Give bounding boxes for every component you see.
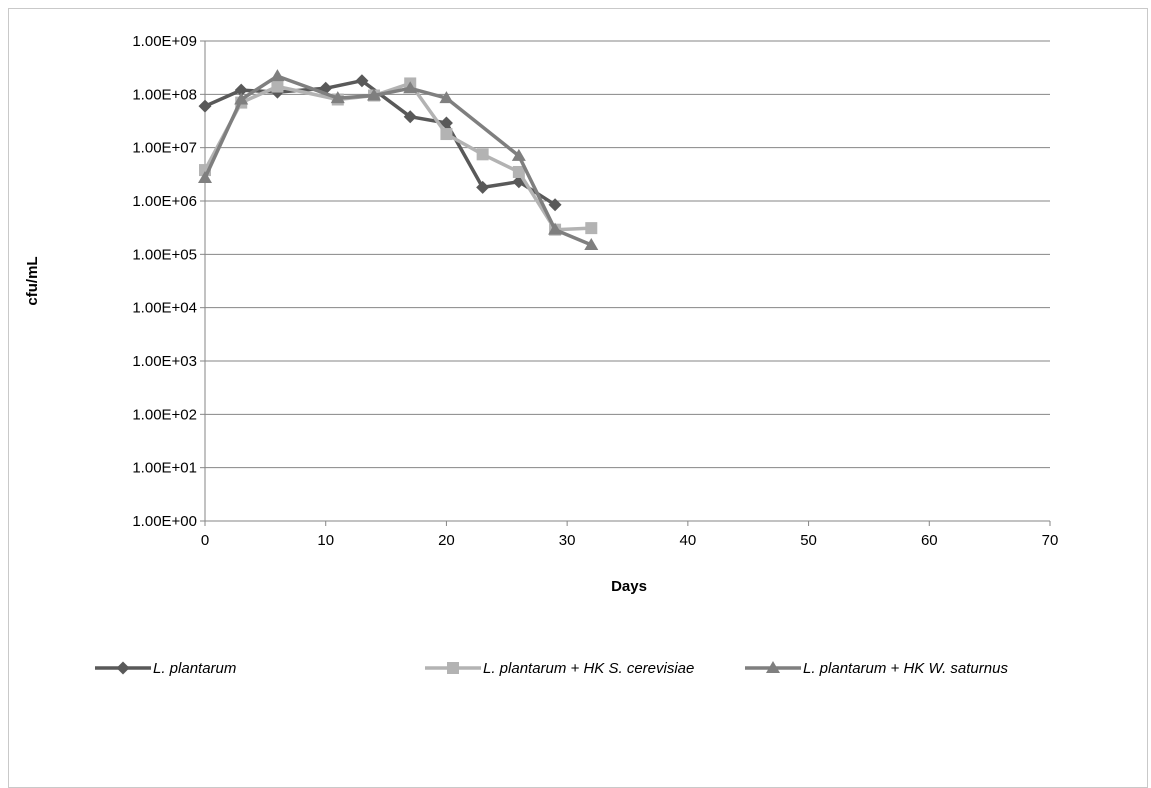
data-point-triangle	[584, 237, 599, 250]
x-tick-label: 40	[680, 532, 697, 549]
x-tick-label: 70	[1042, 532, 1059, 549]
axes	[200, 40, 1051, 526]
data-point-triangle	[198, 170, 212, 183]
y-tick-label: 1.00E+06	[132, 193, 197, 210]
data-point-square	[447, 662, 459, 674]
data-point-triangle	[367, 88, 381, 101]
data-point-diamond	[198, 99, 212, 113]
data-point-diamond	[439, 116, 453, 130]
y-tick-label: 1.00E+02	[132, 406, 197, 423]
x-tick-label: 0	[201, 532, 209, 549]
y-tick-label: 1.00E+08	[132, 86, 197, 103]
data-point-square	[476, 148, 489, 161]
y-tick-label: 1.00E+03	[132, 353, 197, 370]
y-tick-label: 1.00E+05	[132, 246, 197, 263]
legend: L. plantarum L. plantarum + HK S. cerevis…	[95, 660, 1008, 677]
series-line	[203, 74, 592, 247]
data-point-triangle	[403, 81, 418, 94]
data-point-diamond	[355, 74, 369, 88]
data-point-square	[271, 80, 284, 93]
grid-lines	[205, 40, 1050, 469]
data-point-diamond	[476, 180, 490, 194]
data-point-diamond	[403, 110, 417, 124]
y-axis-title: cfu/mL	[24, 256, 41, 305]
legend-label: L. plantarum	[153, 660, 236, 677]
y-tick-label: 1.00E+04	[132, 300, 197, 317]
data-point-triangle	[439, 91, 454, 104]
y-tick-label: 1.00E+07	[132, 140, 197, 157]
series-line	[204, 78, 557, 207]
y-tick-label: 1.00E+00	[132, 513, 197, 530]
data-point-triangle	[330, 91, 345, 104]
data-point-triangle	[511, 148, 526, 161]
series-lines	[198, 69, 599, 250]
legend-label: L. plantarum + HK W. saturnus	[803, 660, 1008, 677]
x-axis-title: Days	[611, 578, 647, 595]
line-chart: 1.00E+00 1.00E+01 1.00E+02 1.00E+03 1.00E+04…	[24, 33, 1059, 677]
x-tick-labels: 0 10 20 30 40 50 60 70	[201, 532, 1059, 549]
data-point-diamond	[548, 198, 562, 212]
data-point-triangle	[766, 661, 780, 673]
x-tick-label: 30	[559, 532, 576, 549]
data-point-square	[585, 222, 598, 235]
data-point-square	[512, 165, 525, 178]
data-point-square	[440, 128, 453, 141]
x-tick-label: 60	[921, 532, 938, 549]
data-point-diamond	[116, 661, 130, 675]
x-tick-label: 50	[800, 532, 817, 549]
legend-label: L. plantarum + HK S. cerevisiae	[483, 660, 694, 677]
x-tick-label: 10	[317, 532, 334, 549]
series-line	[203, 81, 592, 232]
data-point-triangle	[270, 69, 285, 82]
y-tick-labels: 1.00E+00 1.00E+01 1.00E+02 1.00E+03 1.00E+04…	[132, 33, 197, 530]
data-point-triangle	[548, 222, 563, 235]
y-tick-label: 1.00E+09	[132, 33, 197, 50]
data-point-triangle	[234, 92, 249, 105]
data-point-diamond	[234, 83, 248, 97]
x-tick-label: 20	[438, 532, 455, 549]
y-tick-label: 1.00E+01	[132, 460, 197, 477]
